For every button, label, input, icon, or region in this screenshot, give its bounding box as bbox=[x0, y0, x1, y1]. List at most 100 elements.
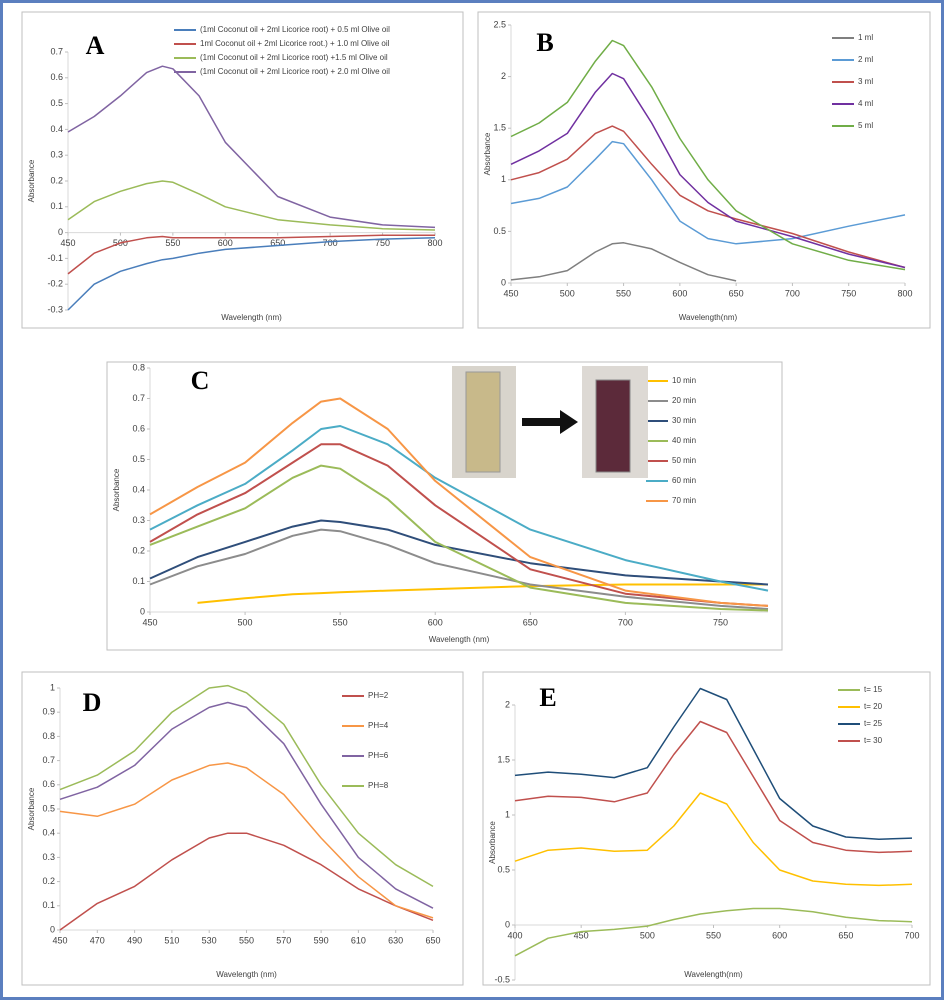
x-tick-label: 600 bbox=[672, 288, 687, 298]
y-tick-label: 0.3 bbox=[42, 852, 55, 862]
x-tick-label: 400 bbox=[507, 930, 522, 940]
y-tick-label: 0 bbox=[140, 606, 145, 616]
x-tick-label: 600 bbox=[772, 930, 787, 940]
y-tick-label: 0.8 bbox=[42, 731, 55, 741]
y-tick-label: 0.1 bbox=[42, 900, 55, 910]
y-tick-label: 0.8 bbox=[132, 362, 145, 372]
legend-label: 10 min bbox=[672, 376, 696, 385]
y-tick-label: 0.5 bbox=[50, 98, 63, 108]
series-line bbox=[510, 72, 906, 269]
y-tick-label: 0 bbox=[505, 919, 510, 929]
series-line bbox=[197, 583, 768, 604]
x-tick-label: 510 bbox=[164, 935, 179, 945]
y-axis-title: Absorbance bbox=[483, 132, 492, 175]
y-tick-label: 0.5 bbox=[132, 454, 145, 464]
x-tick-label: 530 bbox=[202, 935, 217, 945]
y-tick-label: 0.3 bbox=[50, 150, 63, 160]
legend-label: t= 20 bbox=[864, 702, 883, 711]
y-tick-label: -0.5 bbox=[494, 974, 510, 984]
x-tick-label: 700 bbox=[785, 288, 800, 298]
legend-label: 2 ml bbox=[858, 55, 873, 64]
series-line bbox=[149, 519, 769, 586]
legend-label: 70 min bbox=[672, 496, 696, 505]
x-tick-label: 750 bbox=[713, 617, 728, 627]
series-line bbox=[149, 464, 769, 612]
y-tick-label: 1 bbox=[505, 809, 510, 819]
x-tick-label: 550 bbox=[239, 935, 254, 945]
y-tick-label: 0.6 bbox=[132, 423, 145, 433]
x-tick-label: 650 bbox=[729, 288, 744, 298]
x-tick-label: 500 bbox=[640, 930, 655, 940]
y-tick-label: 1 bbox=[50, 682, 55, 692]
x-axis-title: Wavelength(nm) bbox=[679, 313, 738, 322]
legend-label: PH=2 bbox=[368, 691, 389, 700]
series-line bbox=[59, 762, 434, 919]
x-tick-label: 550 bbox=[165, 238, 180, 248]
y-tick-label: -0.3 bbox=[47, 304, 63, 314]
x-tick-label: 800 bbox=[897, 288, 912, 298]
x-tick-label: 610 bbox=[351, 935, 366, 945]
x-tick-label: 700 bbox=[323, 238, 338, 248]
series-line bbox=[67, 180, 436, 231]
y-tick-label: 0.1 bbox=[50, 201, 63, 211]
series-line bbox=[149, 443, 769, 607]
x-tick-label: 490 bbox=[127, 935, 142, 945]
y-axis-title: Absorbance bbox=[27, 787, 36, 830]
y-tick-label: 2 bbox=[501, 71, 506, 81]
legend-label: PH=6 bbox=[368, 751, 389, 760]
legend-label: 4 ml bbox=[858, 99, 873, 108]
cuvette-photo bbox=[452, 366, 648, 478]
panel-letter: E bbox=[539, 683, 556, 712]
x-tick-label: 800 bbox=[427, 238, 442, 248]
y-tick-label: 0.4 bbox=[50, 124, 63, 134]
panel-letter: B bbox=[536, 28, 553, 57]
x-tick-label: 750 bbox=[841, 288, 856, 298]
series-line bbox=[149, 528, 769, 610]
series-line bbox=[514, 687, 913, 840]
panel-letter: D bbox=[83, 688, 102, 717]
series-line bbox=[510, 242, 737, 282]
y-tick-label: 0.6 bbox=[42, 779, 55, 789]
legend-label: 3 ml bbox=[858, 77, 873, 86]
x-tick-label: 550 bbox=[706, 930, 721, 940]
y-axis-title: Absorbance bbox=[112, 468, 121, 511]
x-tick-label: 600 bbox=[218, 238, 233, 248]
series-line bbox=[67, 65, 436, 229]
x-tick-label: 450 bbox=[52, 935, 67, 945]
y-tick-label: 0.5 bbox=[493, 226, 506, 236]
legend-label: (1ml Coconut oil + 2ml Licorice root) +1… bbox=[200, 53, 388, 62]
series-line bbox=[510, 39, 906, 271]
panel: 0 0.1 0.2 0.3 0.4 0.5 0.6 0.7 0.8 450 500 550 600 650… bbox=[106, 361, 783, 651]
y-tick-label: 0.4 bbox=[132, 484, 145, 494]
x-tick-label: 600 bbox=[428, 617, 443, 627]
y-tick-label: 0.2 bbox=[132, 545, 145, 555]
series-line bbox=[149, 397, 769, 607]
y-axis-title: Absorbance bbox=[488, 821, 497, 864]
legend-label: (1ml Coconut oil + 2ml Licorice root) + … bbox=[200, 67, 390, 76]
legend-label: 20 min bbox=[672, 396, 696, 405]
x-tick-label: 550 bbox=[616, 288, 631, 298]
y-tick-label: 0.7 bbox=[42, 755, 55, 765]
panel-border bbox=[21, 11, 464, 329]
legend-label: PH=4 bbox=[368, 721, 389, 730]
y-tick-label: 0 bbox=[58, 227, 63, 237]
y-tick-label: 1 bbox=[501, 174, 506, 184]
panel-letter: A bbox=[86, 31, 105, 60]
x-tick-label: 590 bbox=[314, 935, 329, 945]
x-axis-title: Wavelength (nm) bbox=[221, 313, 282, 322]
y-tick-label: 1.5 bbox=[497, 754, 510, 764]
x-tick-label: 450 bbox=[574, 930, 589, 940]
series-line bbox=[59, 832, 434, 931]
y-tick-label: 0 bbox=[501, 277, 506, 287]
y-tick-label: 2.5 bbox=[493, 19, 506, 29]
cuvette-purple bbox=[595, 379, 631, 473]
x-tick-label: 750 bbox=[375, 238, 390, 248]
series-line bbox=[510, 140, 906, 245]
panel: 0 0.5 1 1.5 2 2.5 450 500 550 600 650 700 750 800 Wave… bbox=[477, 11, 931, 329]
y-axis-title: Absorbance bbox=[27, 159, 36, 202]
x-tick-label: 650 bbox=[270, 238, 285, 248]
x-tick-label: 700 bbox=[904, 930, 919, 940]
legend-label: 60 min bbox=[672, 476, 696, 485]
y-tick-label: 0.2 bbox=[50, 175, 63, 185]
